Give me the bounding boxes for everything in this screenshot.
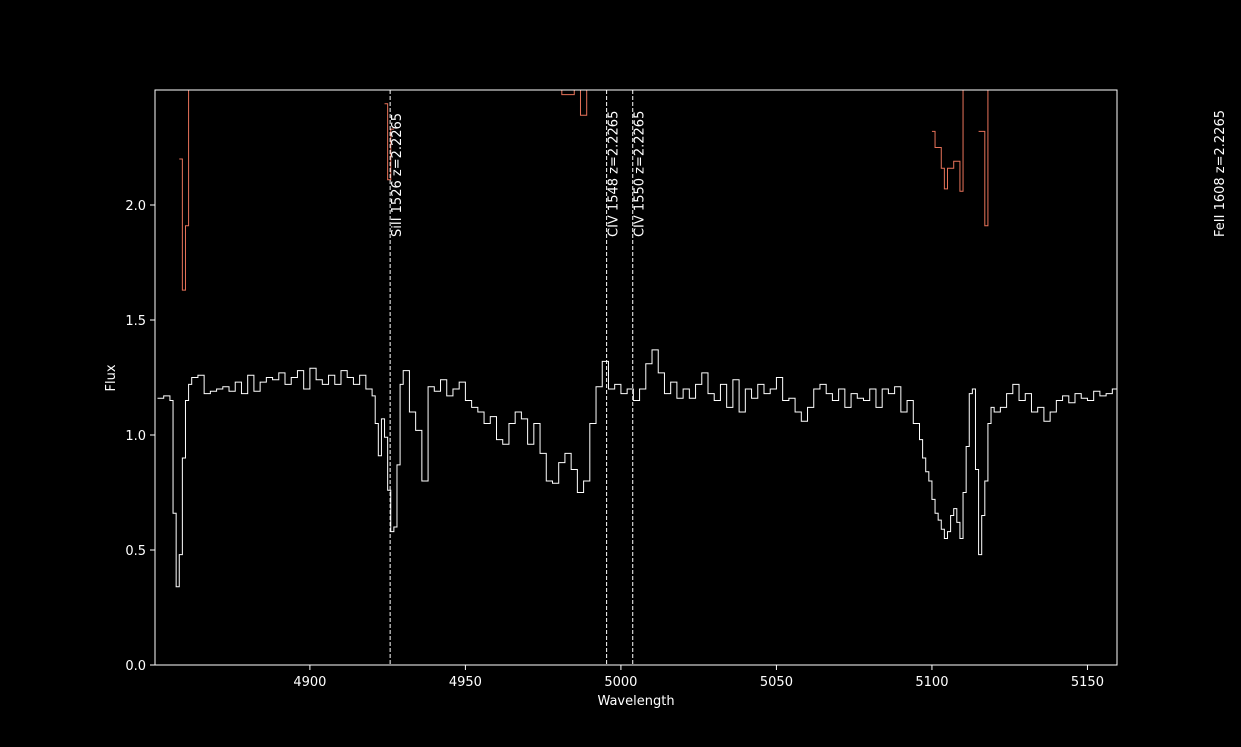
y-tick-label-4: 2.0 bbox=[125, 199, 146, 214]
y-tick-label-2: 1.0 bbox=[125, 429, 146, 444]
x-tick-label-0: 4900 bbox=[293, 675, 326, 690]
x-tick-label-2: 5000 bbox=[604, 675, 637, 690]
plot-frame bbox=[154, 89, 1118, 666]
error-series-line-4 bbox=[931, 90, 964, 192]
y-axis-label: Flux bbox=[104, 364, 119, 391]
absorption-line-label-1: CIV 1548 z=2.2265 bbox=[607, 111, 622, 237]
flux-series-line bbox=[157, 349, 1117, 588]
error-series-line-3 bbox=[561, 90, 588, 116]
y-tick-label-1: 0.5 bbox=[125, 544, 146, 559]
x-tick-label-1: 4950 bbox=[449, 675, 482, 690]
error-series-line-1 bbox=[179, 90, 190, 291]
y-tick-label-0: 0.0 bbox=[125, 659, 146, 674]
error-series-line-2 bbox=[384, 103, 394, 181]
x-tick-label-5: 5150 bbox=[1071, 675, 1104, 690]
plot-background bbox=[155, 90, 1117, 665]
absorption-line-label-3: FeII 1608 z=2.2265 bbox=[1213, 110, 1228, 237]
y-tick-label-3: 1.5 bbox=[125, 314, 146, 329]
error-series-line-5 bbox=[978, 90, 989, 227]
x-axis-label: Wavelength bbox=[597, 694, 674, 709]
x-tick-label-3: 5050 bbox=[760, 675, 793, 690]
absorption-line-label-0: SiII 1526 z=2.2265 bbox=[390, 113, 405, 237]
x-tick-label-4: 5100 bbox=[915, 675, 948, 690]
absorption-line-label-2: CIV 1550 z=2.2265 bbox=[633, 111, 648, 237]
